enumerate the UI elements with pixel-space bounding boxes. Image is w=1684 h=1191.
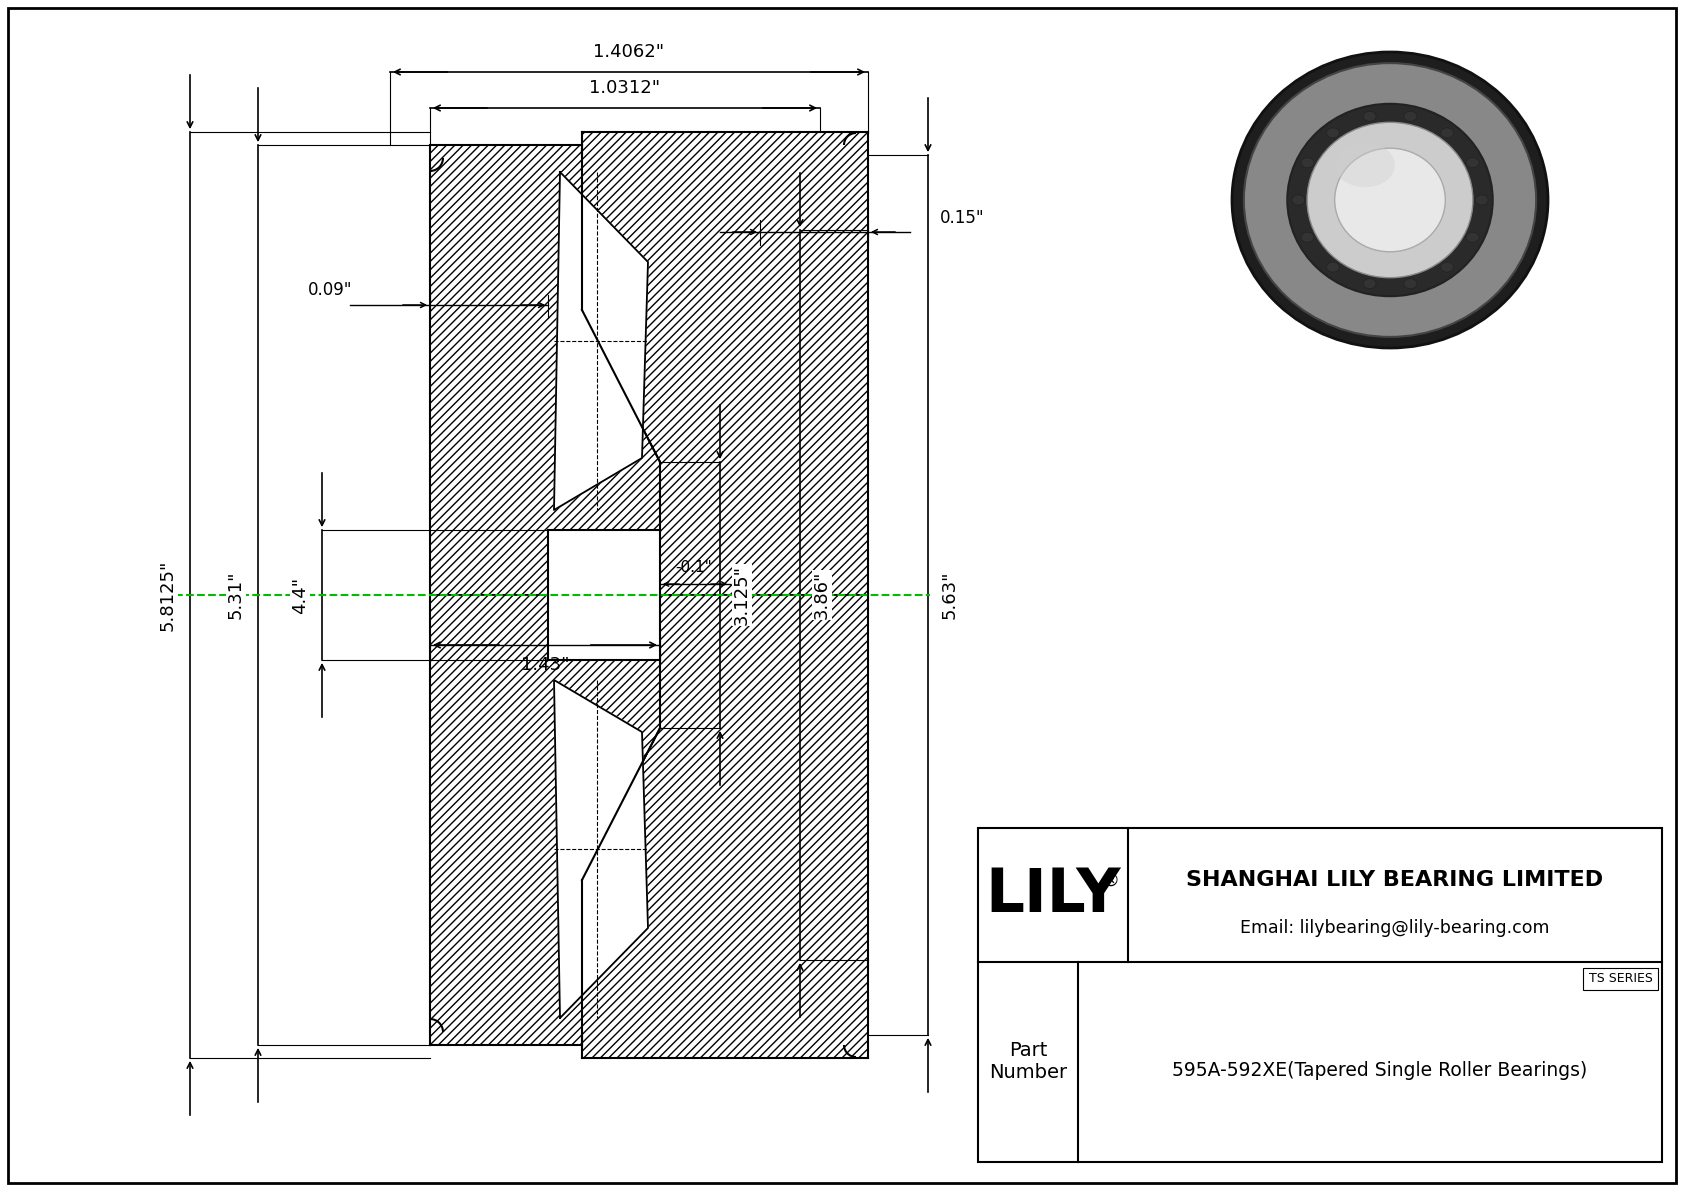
Ellipse shape — [1440, 127, 1453, 138]
Ellipse shape — [1335, 143, 1394, 187]
Polygon shape — [583, 132, 867, 596]
Text: 5.63": 5.63" — [941, 570, 958, 619]
Polygon shape — [429, 145, 660, 596]
Ellipse shape — [1327, 262, 1339, 272]
Ellipse shape — [1287, 104, 1492, 297]
Polygon shape — [554, 172, 648, 510]
Ellipse shape — [1302, 232, 1314, 242]
Polygon shape — [429, 596, 660, 1045]
Polygon shape — [554, 680, 648, 1018]
Text: 5.31": 5.31" — [227, 570, 244, 619]
Ellipse shape — [1440, 262, 1453, 272]
Ellipse shape — [1302, 157, 1314, 168]
Text: Email: lilybearing@lily-bearing.com: Email: lilybearing@lily-bearing.com — [1239, 919, 1549, 937]
Ellipse shape — [1292, 195, 1305, 205]
Ellipse shape — [1467, 232, 1479, 242]
Text: 4.4": 4.4" — [291, 576, 308, 613]
Text: 0.15": 0.15" — [940, 208, 985, 227]
Text: TS SERIES: TS SERIES — [1588, 973, 1652, 985]
Text: 0.09": 0.09" — [308, 281, 352, 299]
Text: 595A-592XE(Tapered Single Roller Bearings): 595A-592XE(Tapered Single Roller Bearing… — [1172, 1060, 1588, 1079]
Ellipse shape — [1233, 52, 1548, 348]
Text: 3.86": 3.86" — [813, 570, 830, 619]
Bar — [978, 828, 1662, 1162]
Text: LILY: LILY — [985, 866, 1122, 924]
Bar — [1583, 968, 1659, 990]
Ellipse shape — [1362, 279, 1376, 288]
Ellipse shape — [1404, 111, 1416, 121]
Text: ®: ® — [1101, 872, 1120, 890]
Ellipse shape — [1335, 148, 1445, 251]
Text: -0.1": -0.1" — [675, 560, 712, 574]
Text: 1.4062": 1.4062" — [593, 43, 665, 61]
Ellipse shape — [1307, 123, 1474, 278]
Text: 3.125": 3.125" — [733, 565, 751, 625]
Text: 1.43": 1.43" — [520, 656, 569, 674]
Ellipse shape — [1467, 157, 1479, 168]
Text: 5.8125": 5.8125" — [158, 560, 177, 631]
Ellipse shape — [1327, 127, 1339, 138]
Text: Part
Number: Part Number — [989, 1041, 1068, 1083]
Text: SHANGHAI LILY BEARING LIMITED: SHANGHAI LILY BEARING LIMITED — [1187, 869, 1603, 890]
Text: 1.0312": 1.0312" — [589, 79, 660, 96]
Ellipse shape — [1475, 195, 1489, 205]
Ellipse shape — [1404, 279, 1416, 288]
Polygon shape — [583, 596, 867, 1058]
Ellipse shape — [1244, 63, 1536, 337]
Ellipse shape — [1362, 111, 1376, 121]
